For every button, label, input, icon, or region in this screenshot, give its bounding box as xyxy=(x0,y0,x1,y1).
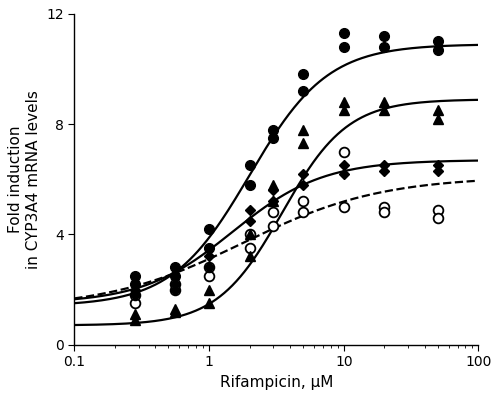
Y-axis label: Fold induction
in CYP3A4 mRNA levels: Fold induction in CYP3A4 mRNA levels xyxy=(8,90,40,269)
X-axis label: Rifampicin, μM: Rifampicin, μM xyxy=(220,375,333,390)
